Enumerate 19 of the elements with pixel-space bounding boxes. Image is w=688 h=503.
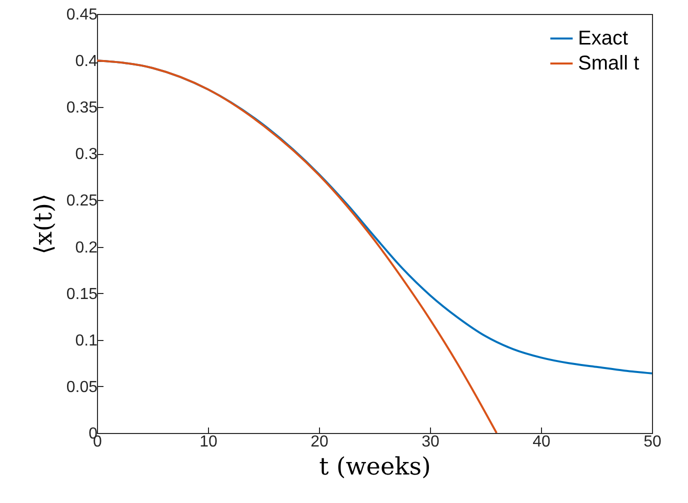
line-series: [97, 60, 498, 433]
y-tick-label: 0.05: [66, 378, 98, 396]
y-tick-label: 0.4: [75, 53, 98, 70]
x-tick-label: 30: [422, 434, 440, 450]
y-tick-label: 0.35: [66, 100, 98, 117]
x-tick-label: 10: [200, 434, 218, 450]
y-tick-label: 0.3: [75, 146, 98, 164]
y-tick-label: 0.25: [66, 192, 98, 210]
legend-label: Small t: [578, 52, 640, 74]
x-tick-label: 20: [310, 434, 328, 450]
y-axis-title: ⟨x(t)⟩: [29, 194, 58, 254]
y-tick-label: 0.1: [75, 332, 98, 350]
legend-label: Exact: [578, 28, 628, 50]
y-tick-label: 0.15: [66, 286, 98, 303]
x-tick-label: 50: [644, 434, 662, 450]
x-axis-title: t (weeks): [319, 452, 431, 480]
y-tick-label: 0.2: [75, 239, 98, 256]
y-tick-label: 0.45: [66, 6, 98, 24]
x-tick-label: 40: [532, 434, 550, 450]
